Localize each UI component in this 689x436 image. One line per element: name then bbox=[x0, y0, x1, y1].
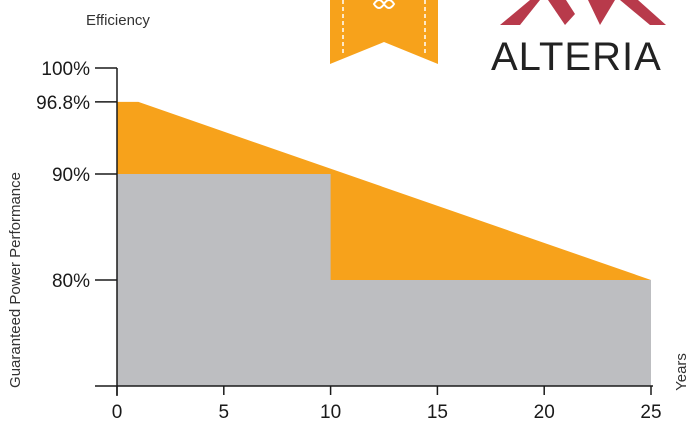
x-tick-label: 25 bbox=[640, 402, 661, 423]
x-tick-label: 5 bbox=[219, 402, 230, 423]
y-ticks: 80% 90% 96.8% 100% bbox=[36, 59, 117, 292]
y-axis-title: Guaranteed Power Performance bbox=[7, 172, 24, 388]
x-ticks: 0 5 10 15 20 25 bbox=[112, 386, 662, 423]
x-tick-label: 10 bbox=[320, 402, 341, 423]
brand-name: ALTERIA bbox=[491, 35, 662, 79]
ribbon-badge bbox=[330, 0, 438, 64]
infinity-icon bbox=[372, 0, 396, 9]
x-tick-label: 15 bbox=[427, 402, 448, 423]
step-warranty-area bbox=[117, 174, 651, 386]
x-tick-label: 0 bbox=[112, 402, 123, 423]
alteria-logo: ALTERIA bbox=[491, 0, 666, 79]
y-axis-top-title: Efficiency bbox=[86, 12, 150, 29]
y-tick-label: 90% bbox=[52, 165, 90, 186]
y-tick-label: 80% bbox=[52, 271, 90, 292]
x-axis-title: Years bbox=[673, 353, 689, 391]
y-tick-label: 96.8% bbox=[36, 93, 90, 114]
x-tick-label: 20 bbox=[534, 402, 555, 423]
y-tick-label: 100% bbox=[41, 59, 90, 80]
